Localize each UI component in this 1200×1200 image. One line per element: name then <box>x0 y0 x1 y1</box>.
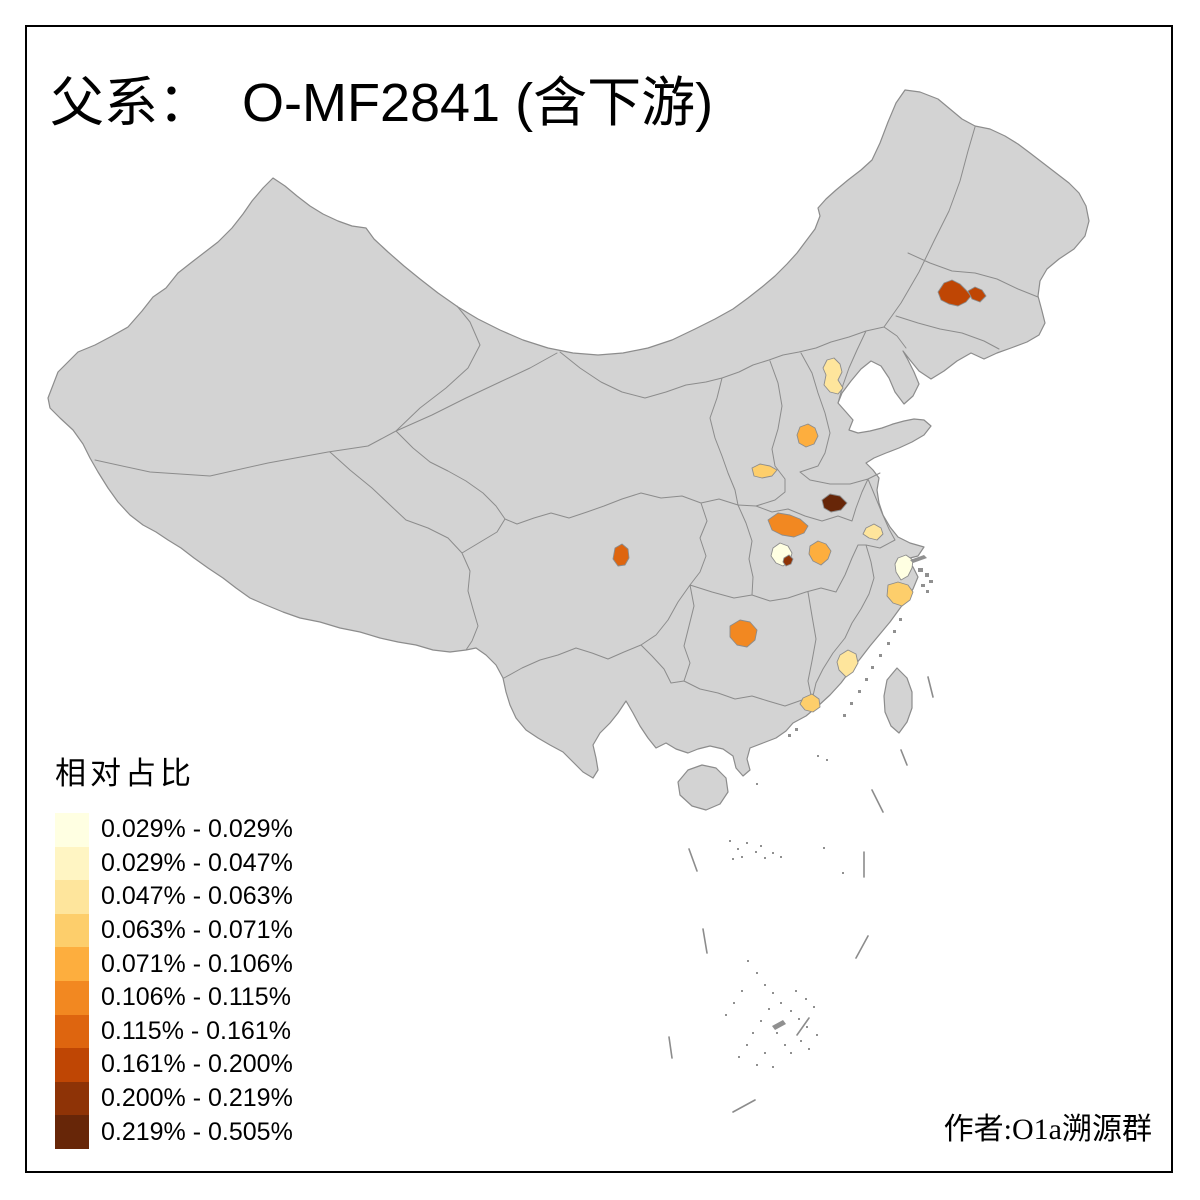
map-title: 父系： O-MF2841 (含下游) <box>50 58 713 137</box>
legend-label: 0.029% - 0.047% <box>101 848 293 877</box>
province-boundaries <box>94 126 1039 707</box>
legend-swatch <box>55 1115 89 1149</box>
map-region-northeast-b <box>967 286 987 303</box>
legend-row: 0.063% - 0.071% <box>55 913 293 948</box>
legend-row: 0.161% - 0.200% <box>55 1048 293 1082</box>
map-region-hubei-small-dark <box>782 554 794 567</box>
legend-swatch <box>55 1014 89 1049</box>
legend-label: 0.047% - 0.063% <box>101 882 293 911</box>
legend-row: 0.029% - 0.029% <box>55 813 293 847</box>
legend-row: 0.029% - 0.047% <box>55 846 293 881</box>
legend-row: 0.106% - 0.115% <box>55 980 293 1015</box>
legend-swatch <box>55 846 89 881</box>
map-region-anhui-central <box>862 523 884 541</box>
legend-swatch <box>55 1081 89 1116</box>
map-region-gansu-east <box>751 463 778 479</box>
map-region-zhejiang-east <box>886 581 914 607</box>
legend-row: 0.219% - 0.505% <box>55 1115 293 1149</box>
legend-swatch <box>55 947 89 981</box>
legend-swatch <box>55 813 89 847</box>
map-region-henan-central <box>821 493 848 513</box>
legend-swatch <box>55 880 89 914</box>
map-region-shanxi-southeast <box>796 423 819 448</box>
legend-swatch <box>55 980 89 1015</box>
china-mainland-outline <box>47 89 1090 779</box>
plot-border <box>25 25 1173 1173</box>
map-region-guangdong-east <box>799 693 821 713</box>
map-region-hebei-east <box>822 357 844 395</box>
map-region-hubei-east <box>808 540 832 566</box>
author-credit: 作者:O1a溯源群 <box>943 1113 1152 1146</box>
map-title-prefix: 父系： <box>50 73 212 133</box>
taiwan-island <box>883 667 913 734</box>
south-china-sea-islands <box>725 755 844 1068</box>
legend-title: 相对占比 <box>55 756 195 791</box>
legend-label: 0.115% - 0.161% <box>101 1016 291 1045</box>
legend: 相对占比 0.029% - 0.029% 0.029% - 0.047% 0.0… <box>55 748 293 1149</box>
legend-swatch <box>55 1048 89 1082</box>
legend-row: 0.071% - 0.106% <box>55 947 293 981</box>
legend-label: 0.200% - 0.219% <box>101 1084 293 1113</box>
legend-label: 0.071% - 0.106% <box>101 949 293 978</box>
legend-row: 0.200% - 0.219% <box>55 1081 293 1116</box>
legend-swatch <box>55 913 89 948</box>
map-region-fujian-south <box>836 649 859 678</box>
hainan-island <box>677 764 729 811</box>
map-region-hubei-northwest <box>767 512 809 538</box>
map-region-sichuan-south <box>612 543 630 567</box>
legend-label: 0.161% - 0.200% <box>101 1050 293 1079</box>
legend-label: 0.106% - 0.115% <box>101 983 291 1012</box>
legend-label: 0.219% - 0.505% <box>101 1117 293 1146</box>
legend-row: 0.047% - 0.063% <box>55 880 293 914</box>
legend-label: 0.063% - 0.071% <box>101 916 293 945</box>
nine-dash-line-segments <box>668 676 934 1113</box>
map-region-yangtze-delta <box>894 554 914 581</box>
legend-label: 0.029% - 0.029% <box>101 815 293 844</box>
highlighted-regions <box>612 279 987 713</box>
map-region-hunan-central <box>729 619 758 648</box>
legend-row: 0.115% - 0.161% <box>55 1014 293 1049</box>
map-title-main: O-MF2841 (含下游) <box>242 73 714 133</box>
